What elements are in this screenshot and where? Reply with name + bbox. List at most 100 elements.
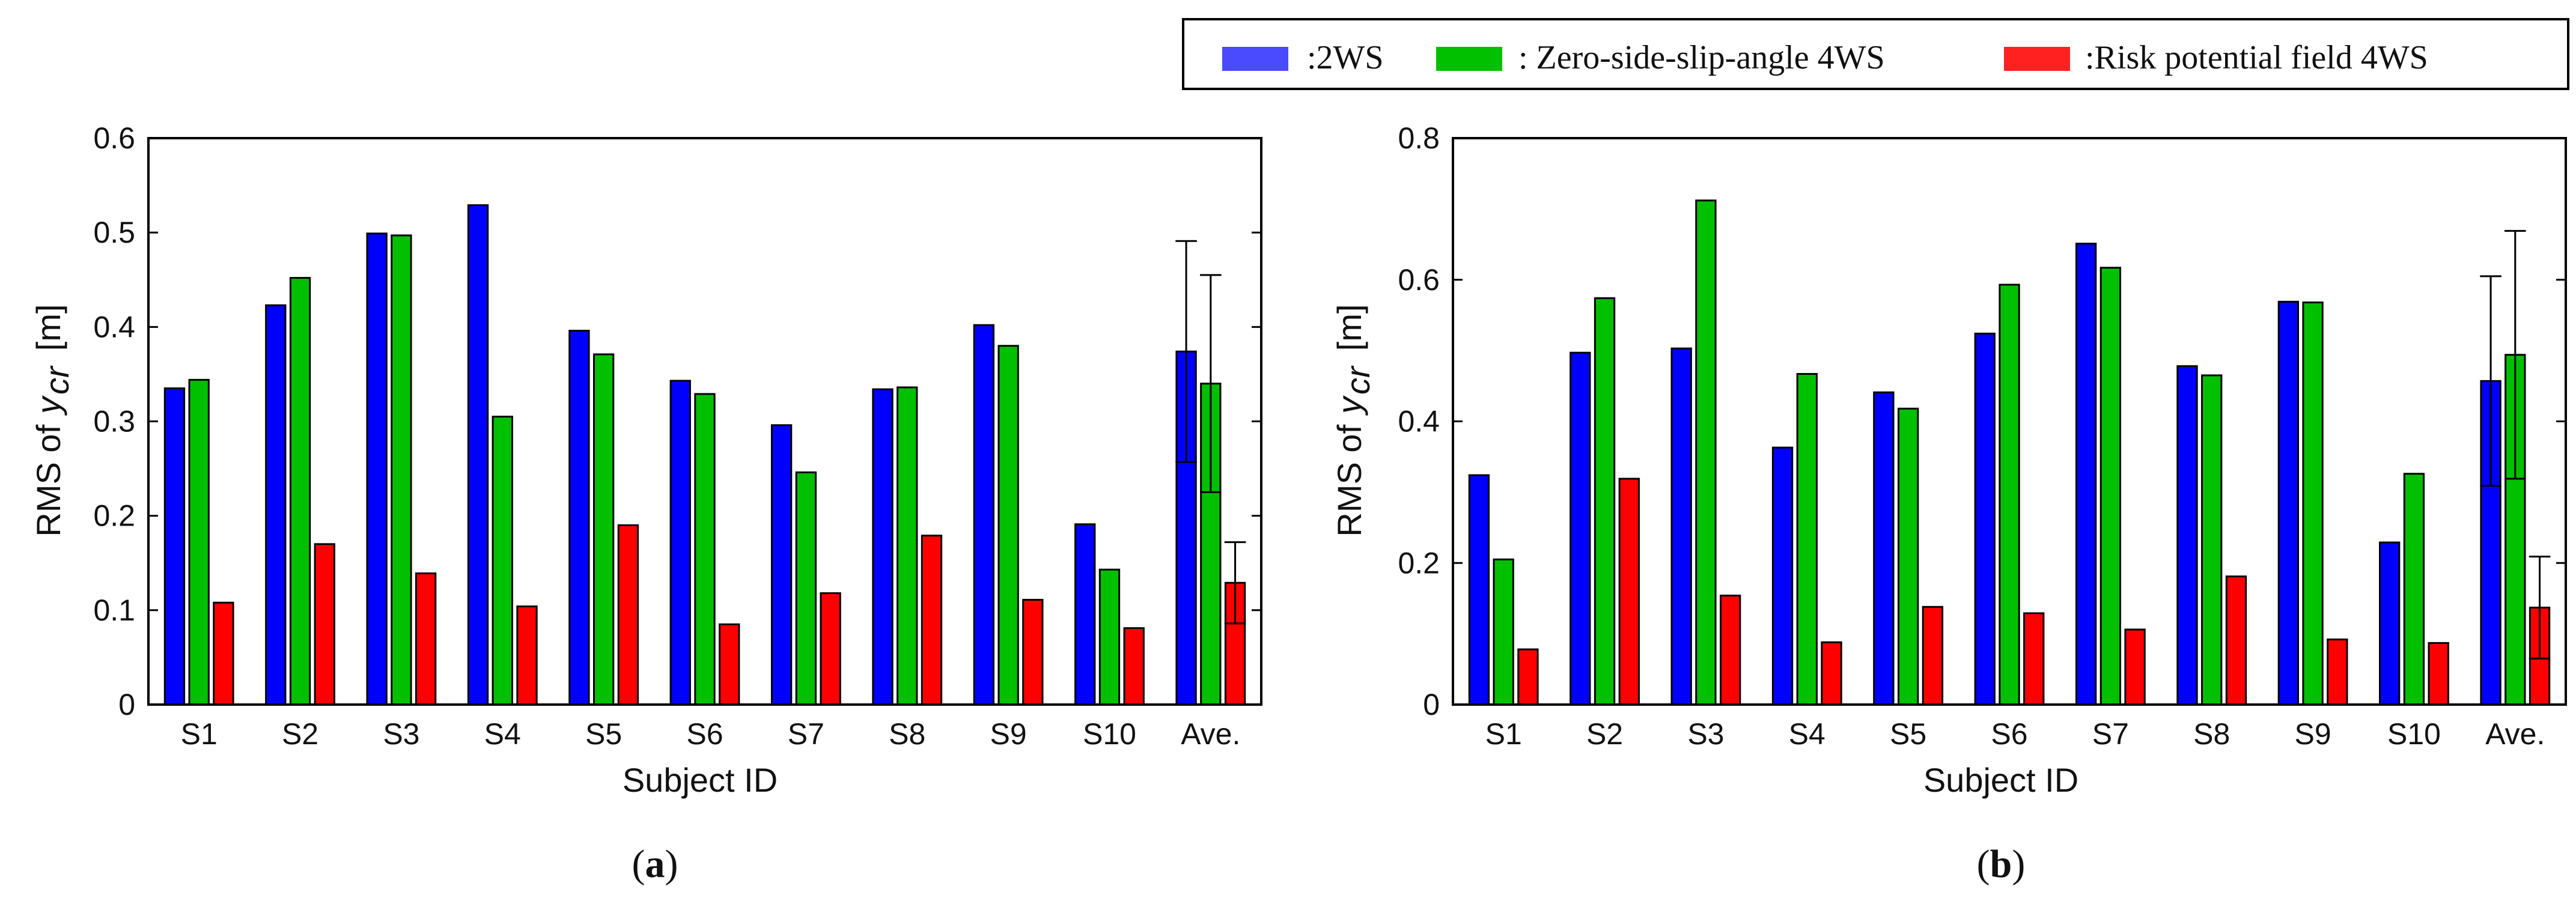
panel-a-y-tick-label: 0.3 bbox=[93, 405, 135, 438]
panel-a-x-axis-label: Subject ID bbox=[623, 761, 778, 799]
panel-b-x-tick-label: S5 bbox=[1890, 717, 1926, 751]
chart-panel-a: 0 0.1 0.2 0.3 0.4 0.5 0.6 S1 S2 S3 S4 S5 S6 S7 S8 S9 S1… bbox=[29, 121, 1262, 886]
panel-a-y-tick-label: 0 bbox=[118, 688, 135, 721]
panel-b-x-tick-label: S10 bbox=[2387, 717, 2441, 751]
panel-a-y-tick-label: 0.5 bbox=[93, 216, 135, 249]
panel-a-y-tick-label: 0.2 bbox=[93, 499, 135, 533]
bar-a-2ws-s5 bbox=[568, 330, 590, 706]
panel-a-x-tick-label: S6 bbox=[686, 717, 723, 751]
bar-b-zero-side-slip-4ws-s10 bbox=[2403, 473, 2425, 706]
panel-a-y-tick-label: 0.6 bbox=[93, 121, 135, 155]
panel-b-y-label-var: y bbox=[1330, 395, 1368, 416]
panel-a-y-tick-label: 0.1 bbox=[93, 593, 135, 627]
bar-b-risk-potential-4ws-s5 bbox=[1922, 605, 1944, 706]
bar-b-zero-side-slip-4ws-s3 bbox=[1695, 199, 1717, 706]
bar-a-zero-side-slip-4ws-s5 bbox=[592, 353, 615, 706]
bar-b-2ws-s7 bbox=[2075, 243, 2097, 706]
bar-b-zero-side-slip-4ws-s2 bbox=[1594, 297, 1616, 706]
bar-b-risk-potential-4ws-s8 bbox=[2225, 575, 2247, 706]
panel-a-x-tick-label: S5 bbox=[585, 717, 622, 751]
bar-a-2ws-s3 bbox=[366, 232, 388, 706]
panel-b-caption-letter: b bbox=[1990, 842, 2012, 886]
bar-a-zero-side-slip-4ws-s8 bbox=[897, 386, 918, 706]
panel-a-y-label-var: y bbox=[29, 395, 67, 416]
bar-a-zero-side-slip-4ws-s10 bbox=[1098, 568, 1121, 706]
bar-b-2ws-s6 bbox=[1974, 332, 1996, 706]
panel-b-x-tick-label: S1 bbox=[1485, 717, 1522, 751]
bar-a-2ws-s7 bbox=[770, 424, 793, 706]
panel-a-x-tick-label: S8 bbox=[889, 717, 925, 751]
legend-swatch-risk-potential-4ws bbox=[2004, 47, 2070, 71]
panel-b-x-tick-labels: S1 S2 S3 S4 S5 S6 S7 S8 S9 S10 Ave. bbox=[1485, 717, 2545, 751]
bar-b-2ws-s3 bbox=[1670, 347, 1692, 706]
bar-a-zero-side-slip-4ws-s7 bbox=[795, 471, 817, 706]
bar-b-risk-potential-4ws-s7 bbox=[2124, 628, 2146, 706]
bar-a-zero-side-slip-4ws-s6 bbox=[694, 393, 716, 706]
panel-b-x-tick-label: S7 bbox=[2092, 717, 2129, 751]
bar-a-risk-potential-4ws-s3 bbox=[415, 572, 437, 706]
bar-a-risk-potential-4ws-s8 bbox=[921, 535, 943, 706]
panel-a-y-axis-label: RMS of y cr [m] bbox=[29, 304, 76, 536]
bar-a-risk-potential-4ws-s4 bbox=[516, 605, 538, 706]
panel-a-x-tick-label: S4 bbox=[484, 717, 521, 751]
bar-b-zero-side-slip-4ws-s9 bbox=[2302, 301, 2324, 706]
bar-a-2ws-s10 bbox=[1074, 523, 1096, 706]
panel-a-y-tick-label: 0.4 bbox=[93, 310, 135, 344]
bar-b-zero-side-slip-4ws-s6 bbox=[1999, 284, 2020, 706]
panel-a-caption-letter: a bbox=[645, 842, 665, 886]
svg-text:RMS of y cr: RMS of y cr [m] bbox=[29, 304, 76, 536]
bar-a-2ws-s1 bbox=[163, 387, 186, 706]
bar-b-2ws-s10 bbox=[2379, 541, 2401, 706]
bar-a-risk-potential-4ws-s7 bbox=[820, 592, 841, 706]
bar-a-risk-potential-4ws-s1 bbox=[213, 601, 234, 706]
panel-b-x-tick-label: S4 bbox=[1789, 717, 1825, 751]
legend-frame bbox=[1182, 18, 2569, 90]
panel-a-bars bbox=[163, 204, 1246, 706]
panel-a-y-label-unit: [m] bbox=[29, 304, 67, 351]
bar-b-zero-side-slip-4ws-s1 bbox=[1493, 558, 1514, 706]
legend-label-2ws: :2WS bbox=[1307, 39, 1384, 76]
panel-a-caption: (a) bbox=[632, 842, 678, 886]
panel-b-x-tick-label: S8 bbox=[2193, 717, 2230, 751]
panel-b-y-tick-labels: 0 0.2 0.4 0.6 0.8 bbox=[1398, 121, 1440, 721]
bar-a-2ws-s6 bbox=[669, 380, 691, 706]
panel-b-x-tick-label: S6 bbox=[1991, 717, 2027, 751]
panel-a-x-tick-label: S3 bbox=[383, 717, 419, 751]
panel-b-error-bars bbox=[2480, 229, 2551, 660]
bar-b-risk-potential-4ws-s6 bbox=[2023, 612, 2045, 706]
panel-b-y-tick-label: 0.4 bbox=[1398, 405, 1440, 438]
bar-a-2ws-s4 bbox=[467, 204, 489, 706]
bar-a-risk-potential-4ws-s2 bbox=[314, 543, 335, 706]
panel-b-caption: (b) bbox=[1977, 842, 2026, 886]
bar-a-zero-side-slip-4ws-s2 bbox=[289, 277, 311, 706]
bar-b-zero-side-slip-4ws-s4 bbox=[1796, 373, 1818, 706]
bar-b-2ws-s1 bbox=[1468, 474, 1490, 706]
panel-b-x-axis-label: Subject ID bbox=[1923, 761, 2078, 799]
panel-a-x-tick-label: S2 bbox=[282, 717, 318, 751]
panel-a-axes-frame bbox=[147, 137, 1262, 706]
panel-a-y-label-prefix: RMS of bbox=[29, 424, 67, 536]
bar-b-zero-side-slip-4ws-s5 bbox=[1897, 407, 1919, 706]
panel-b-y-axis-label: RMS of y cr [m] bbox=[1330, 304, 1377, 536]
bar-a-risk-potential-4ws-s6 bbox=[719, 623, 740, 706]
panel-b-y-tick-label: 0.2 bbox=[1398, 546, 1440, 580]
bar-b-risk-potential-4ws-s3 bbox=[1719, 594, 1741, 706]
chart-panel-b: 00.20.40.60.8 S1 S2 S3 S4 S5 S6 S7 S8 S9 S10 Ave. … bbox=[1330, 121, 2567, 886]
panel-a-x-tick-label: S9 bbox=[990, 717, 1027, 751]
legend: :2WS : Zero-side-slip-angle 4WS :Risk po… bbox=[1182, 18, 2569, 90]
legend-swatch-2ws bbox=[1222, 47, 1288, 71]
panel-a-x-tick-label: S7 bbox=[788, 717, 824, 751]
bar-b-2ws-s2 bbox=[1570, 351, 1591, 706]
bar-a-zero-side-slip-4ws-s4 bbox=[492, 416, 513, 706]
panel-b-x-tick-label: S3 bbox=[1687, 717, 1724, 751]
bar-a-risk-potential-4ws-s5 bbox=[617, 524, 639, 706]
bar-a-2ws-s9 bbox=[973, 324, 995, 706]
panel-b-x-tick-label: S9 bbox=[2295, 717, 2331, 751]
svg-text:RMS of y cr: RMS of y cr [m] bbox=[1330, 304, 1377, 536]
panel-a-x-tick-label: S1 bbox=[181, 717, 218, 751]
bar-b-2ws-s5 bbox=[1873, 391, 1895, 706]
panel-a-y-tick-labels: 0 0.1 0.2 0.3 0.4 0.5 0.6 bbox=[93, 121, 135, 721]
bar-b-2ws-s9 bbox=[2277, 300, 2300, 706]
panel-a-x-tick-label: S10 bbox=[1083, 717, 1136, 751]
bar-b-risk-potential-4ws-s4 bbox=[1821, 641, 1842, 706]
